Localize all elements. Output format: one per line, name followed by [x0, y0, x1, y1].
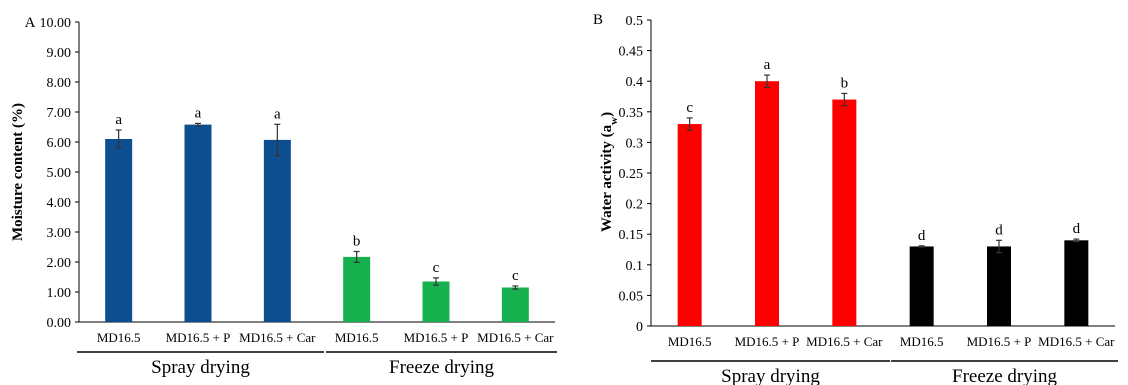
significance-letter: c	[686, 100, 693, 116]
y-tick-label: 0.15	[619, 228, 644, 243]
significance-letter: b	[353, 234, 361, 250]
y-tick-label: 0.35	[619, 106, 644, 121]
x-tick-label: MD16.5 + Car	[806, 334, 883, 349]
bar	[987, 246, 1011, 326]
x-tick-label: MD16.5 + Car	[239, 330, 316, 345]
significance-letter: c	[512, 268, 519, 284]
y-tick-label: 0.1	[626, 259, 644, 274]
x-tick-label: MD16.5	[668, 334, 712, 349]
significance-letter: d	[1073, 221, 1081, 237]
y-tick-label: 0	[636, 320, 643, 335]
y-tick-label: 0.45	[619, 45, 644, 60]
significance-letter: d	[995, 222, 1003, 238]
y-tick-label: 0.2	[626, 198, 644, 213]
y-tick-label: 10.00	[40, 16, 72, 31]
y-tick-label: 5.00	[47, 166, 72, 181]
group-label: Freeze drying	[389, 357, 494, 378]
x-tick-label: MD16.5 + P	[735, 334, 800, 349]
y-tick-label: 4.00	[47, 196, 72, 211]
panel-label: B	[593, 12, 603, 28]
panel-label: A	[25, 15, 36, 31]
significance-letter: c	[433, 260, 440, 276]
significance-letter: a	[115, 112, 122, 128]
y-tick-label: 0.3	[626, 136, 644, 151]
y-axis-label-subscript: w	[608, 117, 620, 125]
significance-letter: a	[764, 57, 771, 73]
bar	[263, 139, 291, 322]
y-tick-label: 8.00	[47, 76, 72, 91]
y-axis-label-main: Moisture content (%)	[10, 103, 26, 241]
y-axis-label: Moisture content (%)	[10, 103, 26, 241]
group-label: Freeze drying	[952, 366, 1057, 385]
bar	[501, 287, 529, 322]
bar	[105, 139, 133, 322]
y-tick-label: 0.4	[626, 75, 644, 90]
x-tick-label: MD16.5 + P	[404, 330, 469, 345]
y-tick-label: 0.00	[47, 316, 72, 331]
y-axis-label: Water activity (aw)	[599, 112, 620, 232]
significance-letter: a	[274, 106, 281, 122]
bar	[909, 246, 934, 326]
x-tick-label: MD16.5 + Car	[477, 330, 554, 345]
y-tick-label: 2.00	[47, 256, 72, 271]
y-axis-label-end: )	[599, 112, 615, 117]
bar	[184, 124, 212, 322]
group-label: Spray drying	[721, 366, 820, 385]
x-tick-label: MD16.5	[335, 330, 379, 345]
y-axis-label-main: Water activity (a	[599, 124, 615, 232]
bar	[1064, 240, 1089, 326]
chart-panel-b: B 0 0.05 0.1 0.15 0.2 0.25 0.3 0.35 0.4 0.45 0.5 Wat…	[593, 12, 1118, 385]
bar	[832, 99, 857, 326]
y-tick-label: 0.05	[619, 289, 644, 304]
x-tick-label: MD16.5 + P	[967, 334, 1032, 349]
y-tick-label: 1.00	[47, 286, 72, 301]
significance-letter: b	[841, 75, 849, 91]
y-tick-label: 0.25	[619, 167, 644, 182]
chart-panel-a: A 0.00 1.00 2.00 3.00 4.00 5.00 6.00 7.00 8.00 9.0…	[10, 15, 557, 378]
x-tick-label: MD16.5	[97, 330, 141, 345]
significance-letter: d	[918, 228, 926, 244]
y-tick-label: 3.00	[47, 226, 72, 241]
y-tick-label: 0.5	[626, 14, 644, 29]
significance-letter: a	[195, 105, 202, 121]
y-tick-label: 7.00	[47, 106, 72, 121]
bar	[422, 281, 450, 322]
x-tick-label: MD16.5	[900, 334, 944, 349]
y-tick-label: 6.00	[47, 136, 72, 151]
bar	[755, 81, 779, 326]
x-tick-label: MD16.5 + Car	[1038, 334, 1115, 349]
group-label: Spray drying	[151, 357, 250, 378]
bar	[677, 124, 702, 326]
x-tick-label: MD16.5 + P	[166, 330, 231, 345]
bar	[343, 256, 371, 322]
y-tick-label: 9.00	[47, 46, 72, 61]
